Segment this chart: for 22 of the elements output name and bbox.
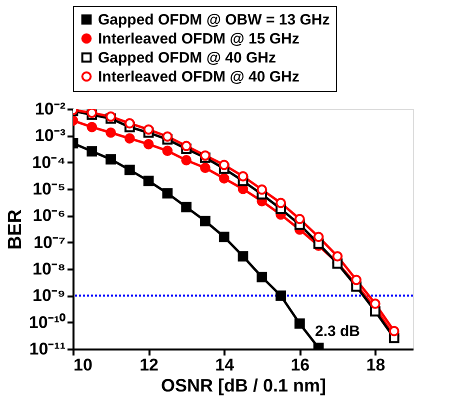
x-tick-label: 14	[215, 356, 235, 374]
x-tick-label: 10	[74, 356, 92, 374]
y-tick-label: 10⁻¹⁰	[28, 312, 66, 332]
x-tick-label: 12	[140, 356, 159, 374]
y-tick-label: 10⁻⁵	[32, 180, 66, 198]
legend-label: Interleaved OFDM @ 15 GHz	[98, 30, 300, 48]
y-tick-label: 10⁻¹¹	[29, 340, 66, 358]
legend-label: Interleaved OFDM @ 40 GHz	[98, 68, 300, 86]
x-tick-label: 16	[290, 356, 310, 374]
annotation: 2.3 dB	[315, 323, 360, 340]
x-tick-label: 18	[366, 356, 386, 374]
y-tick-label: 10⁻³	[34, 126, 66, 146]
y-axis-title: BER	[4, 209, 26, 250]
y-tick-label: 10⁻⁶	[32, 206, 66, 226]
y-tick-label: 10⁻⁸	[32, 260, 66, 278]
y-tick-label: 10⁻⁷	[34, 232, 66, 252]
legend-label: Gapped OFDM @ OBW = 13 GHz	[98, 12, 330, 28]
y-tick-label: 10⁻⁴	[32, 152, 66, 172]
y-tick-label: 10⁻²	[34, 100, 66, 118]
x-axis-title: OSNR [dB / 0.1 nm]	[160, 376, 326, 396]
y-tick-label: 10⁻⁹	[32, 286, 66, 306]
legend-label: Gapped OFDM @ 40 GHz	[98, 50, 276, 66]
